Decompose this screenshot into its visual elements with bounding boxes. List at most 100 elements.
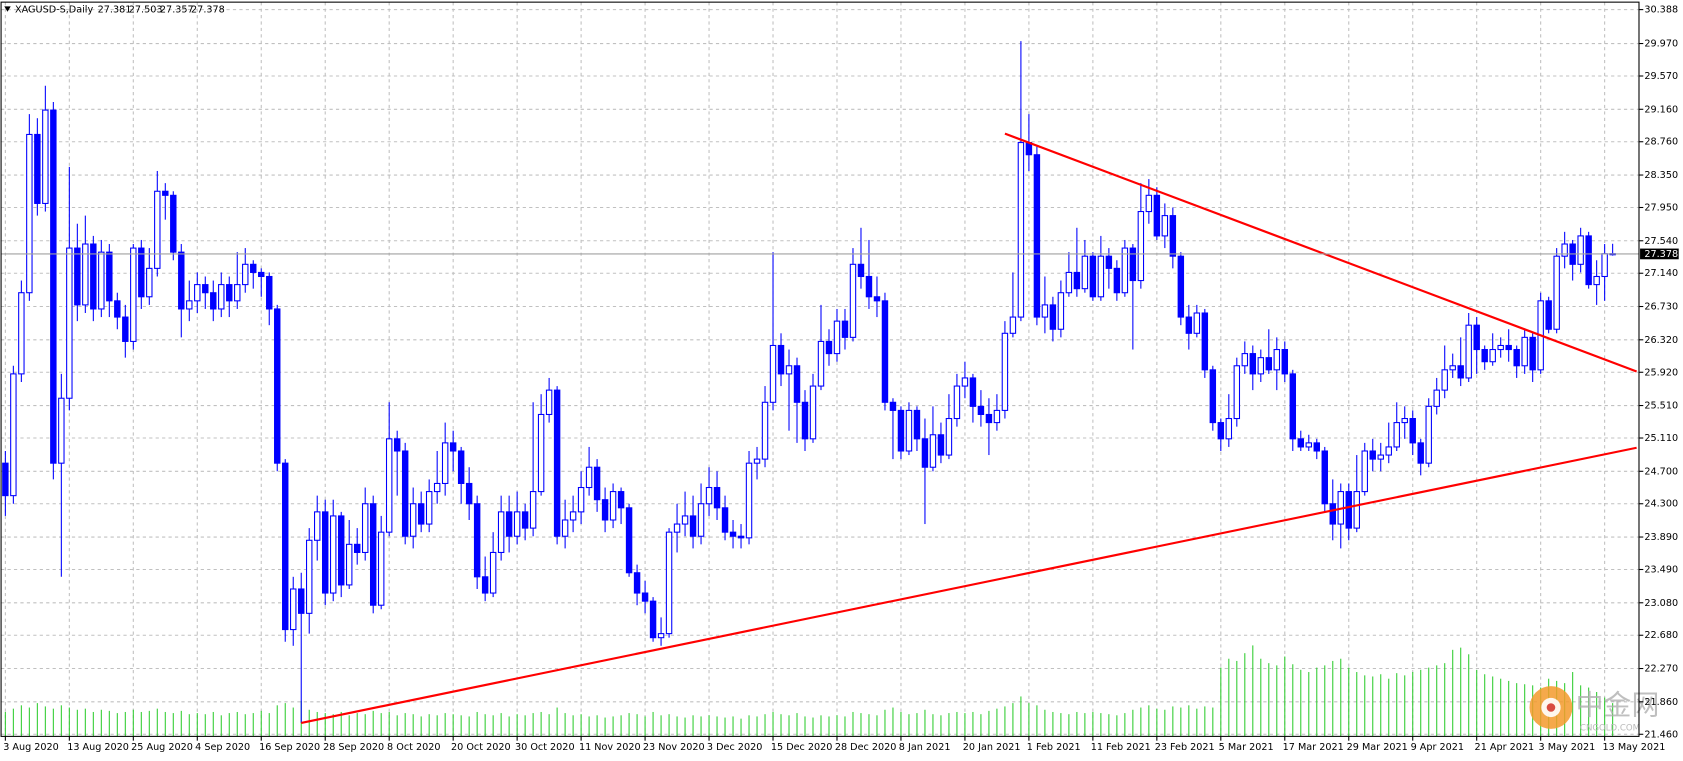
candle-body [298,588,305,614]
candle-body [114,300,121,318]
candle-body [1585,235,1592,286]
candle-body [1241,353,1249,367]
candle-body [1137,211,1145,282]
candle-body [825,340,833,355]
candle-body [154,190,161,269]
candle-body [210,292,217,310]
candle-body [58,397,65,464]
y-tick-label: 23.490 [1644,565,1678,576]
candle-body [561,519,569,537]
candle-body [673,523,681,533]
candle-body [250,263,257,273]
candle-body [529,491,537,529]
candle-body [226,284,233,302]
trend-line [301,446,1637,724]
candle-body [361,503,369,553]
candle-body [945,417,953,456]
candle-body [1369,450,1376,460]
candle-body [1377,454,1384,460]
candle-body [1169,215,1177,257]
candle-body [130,247,137,342]
candle-body [1249,353,1257,375]
candle-body [1049,304,1057,330]
header-high: 27.503 [129,5,163,16]
candle-body [681,515,689,525]
candle-body [817,340,825,387]
y-tick-label: 26.730 [1644,302,1678,313]
candle-body [1329,503,1336,525]
candle-body [441,442,449,484]
candle-body [505,511,513,537]
candle-body [1385,446,1392,456]
candle-body [1497,344,1504,351]
candle-body [753,458,761,464]
candle-body [577,486,585,513]
candle-body [801,401,809,440]
candle-body [1185,316,1193,334]
candle-body [1097,255,1105,298]
candle-body [1017,142,1025,318]
candle-body [721,507,729,533]
candle-body [1433,389,1440,407]
candle-body [553,389,561,537]
candle-body [1401,417,1408,424]
candle-body [1513,349,1520,367]
candle-body [785,365,793,375]
candle-body [1457,365,1464,379]
candle-body [609,491,617,521]
trendlines-layer [1,132,1639,724]
header-open: 27.381 [98,5,132,16]
header-low: 27.357 [160,5,194,16]
candle-body [1201,312,1209,371]
candle-body [345,543,353,586]
candle-body [34,133,41,204]
candle-body [737,535,745,539]
candle-body [1321,450,1328,505]
candle-body [274,308,281,464]
candle-body [1417,442,1424,464]
x-tick-label: 30 Oct 2020 [515,742,575,753]
candle-body [777,344,785,375]
candle-body [82,243,89,306]
candle-body [1081,255,1089,290]
y-tick-label: 29.570 [1644,71,1678,82]
candle-body [98,251,105,310]
candle-body [937,434,945,456]
current-price-box [1640,248,1679,260]
candle-body [2,462,9,497]
candle-body [170,194,177,253]
candle-body [1105,255,1113,269]
candle-body [489,551,497,594]
candle-body [449,442,457,452]
candle-body [1521,336,1528,367]
candle-body [202,284,209,294]
candle-body [146,267,153,298]
candle-body [1593,275,1600,286]
candle-body [889,401,897,411]
candle-body [218,284,225,310]
candle-body [66,247,73,399]
candle-body [162,190,169,196]
candle-body [290,588,297,631]
x-tick-label: 5 Mar 2021 [1219,742,1274,753]
candle-body [1057,292,1065,330]
candle-body [138,247,145,298]
candle-body [881,300,889,403]
candle-body [1561,243,1568,257]
candle-body [1505,344,1512,351]
candle-body [282,462,289,631]
candle-body [1545,300,1552,330]
axis-layer: 30.388 29.970 29.570 29.160 28.760 28.350 27.9… [3,5,1679,753]
candle-body [713,486,721,509]
candle-body [1265,357,1273,371]
candle-body [1009,316,1017,334]
candle-body [425,491,433,525]
candle-body [897,409,905,452]
x-tick-label: 3 Aug 2020 [3,742,59,753]
candles-layer [2,41,1616,723]
y-tick-label: 29.160 [1644,104,1678,115]
candle-body [1577,235,1584,265]
candle-body [521,511,529,529]
